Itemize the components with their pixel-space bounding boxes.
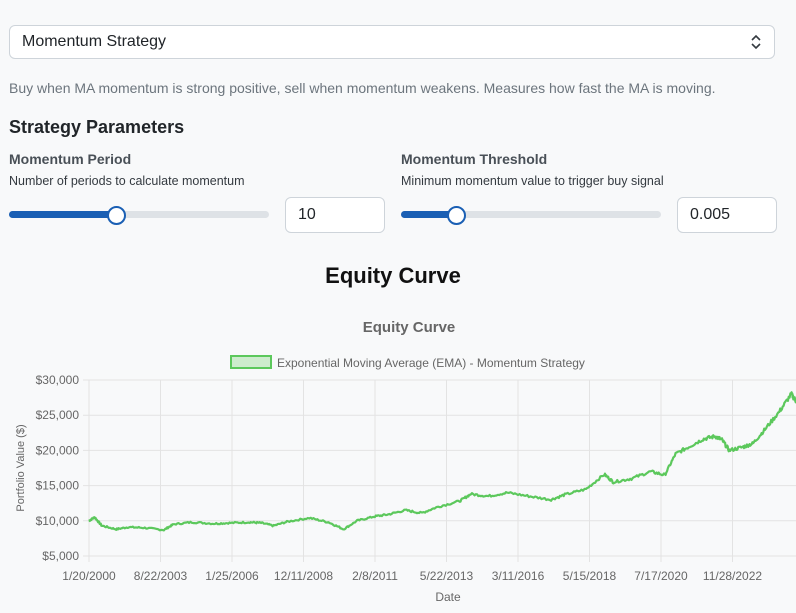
section-title: Equity Curve	[325, 263, 461, 288]
slider-thumb[interactable]	[106, 206, 126, 225]
strategy-select-value: Momentum Strategy	[22, 33, 167, 50]
strategy-select[interactable]: Momentum Strategy	[9, 25, 775, 59]
x-tick-label: 3/11/2016	[492, 569, 545, 583]
param-slider[interactable]	[9, 206, 269, 225]
series-line	[88, 391, 796, 532]
legend-label: Exponential Moving Average (EMA) - Momen…	[277, 356, 585, 370]
x-tick-label: 8/22/2003	[134, 569, 188, 583]
param-help: Number of periods to calculate momentum	[9, 174, 245, 188]
x-tick-label: 7/17/2020	[634, 569, 688, 583]
y-tick-label: $30,000	[36, 373, 80, 387]
x-axis-label: Date	[435, 590, 461, 604]
y-axis-label: Portfolio Value ($)	[15, 424, 27, 511]
strategy-description: Buy when MA momentum is strong positive,…	[9, 80, 716, 96]
slider-fill	[401, 211, 456, 218]
param-momentum-threshold: Momentum Threshold Minimum momentum valu…	[401, 150, 777, 240]
x-tick-label: 5/15/2018	[563, 569, 617, 583]
param-momentum-period: Momentum Period Number of periods to cal…	[9, 150, 385, 240]
param-number-input[interactable]: 10	[285, 197, 385, 233]
x-tick-label: 12/11/2008	[274, 569, 333, 583]
chevron-up-down-icon	[751, 34, 761, 50]
x-tick-label: 2/8/2011	[352, 569, 398, 583]
param-help: Minimum momentum value to trigger buy si…	[401, 174, 664, 188]
y-tick-label: $10,000	[36, 514, 80, 528]
y-tick-label: $15,000	[36, 479, 80, 493]
y-tick-label: $20,000	[36, 443, 80, 457]
slider-thumb[interactable]	[446, 206, 466, 225]
equity-chart: Equity Curve Exponential Moving Average (…	[15, 319, 796, 604]
y-tick-label: $5,000	[42, 549, 79, 563]
chart-title: Equity Curve	[363, 319, 456, 336]
x-tick-label: 1/20/2000	[62, 569, 116, 583]
params-heading: Strategy Parameters	[9, 117, 185, 137]
y-tick-label: $25,000	[36, 408, 80, 422]
param-slider[interactable]	[401, 206, 661, 225]
param-number-input[interactable]: 0.005	[677, 197, 777, 233]
x-tick-label: 5/22/2013	[420, 569, 474, 583]
x-tick-label: 1/25/2006	[205, 569, 259, 583]
legend-swatch	[230, 355, 272, 369]
param-label: Momentum Period	[9, 151, 132, 167]
param-label: Momentum Threshold	[401, 151, 548, 167]
slider-fill	[9, 211, 116, 218]
x-tick-label: 11/28/2022	[703, 569, 762, 583]
